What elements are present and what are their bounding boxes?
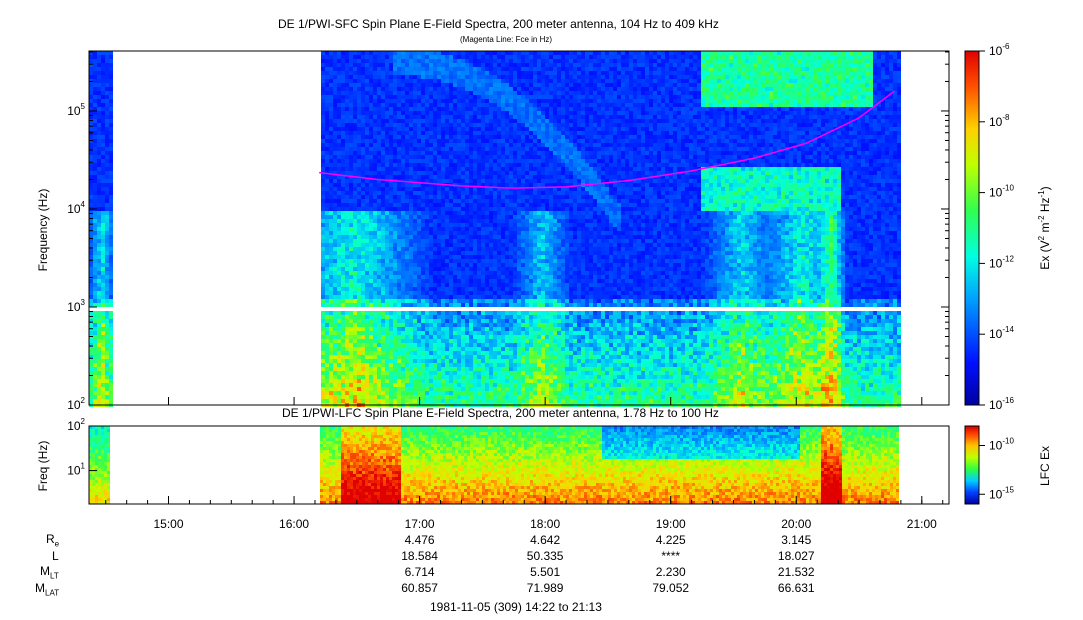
colorbar-tick-label: 10-15	[989, 485, 1014, 501]
ephemeris-value: 4.642	[530, 533, 561, 547]
lfc-ytick-label: 101	[67, 462, 85, 478]
sfc-frame	[88, 50, 950, 406]
ephemeris-value: 3.145	[781, 533, 812, 547]
sfc-ytick-label: 104	[67, 200, 85, 216]
colorbar-tick-label: 10-10	[989, 184, 1014, 200]
sfc-ytick-label: 102	[67, 396, 85, 412]
xtick-label: 17:00	[405, 517, 435, 531]
sfc-spectrogram-cells	[89, 51, 901, 407]
colorbar-tick-label: 10-8	[989, 113, 1010, 129]
time-axis-ticks: 15:00 16:00 17:00 18:00 19:00 20:00 21:00	[105, 397, 944, 531]
lfc-colorbar: 10-10 10-15	[964, 425, 1014, 505]
ephemeris-value: 79.052	[652, 581, 690, 595]
ephemeris-value: 6.714	[404, 565, 435, 579]
ephemeris-value: 60.857	[401, 581, 438, 595]
ephemeris-value: 5.501	[530, 565, 561, 579]
ephemeris-value: 66.631	[777, 581, 815, 595]
lfc-ylabel: Freq (Hz)	[36, 441, 50, 492]
sfc-spectrogram-panel: 102 103 104 105	[67, 50, 950, 412]
sfc-colorbar: 10-6 10-8 10-10 10-12 10-14 10-16	[964, 42, 1014, 412]
lfc-frame	[88, 425, 950, 505]
xtick-label: 15:00	[153, 517, 183, 531]
ephem-label-mlt: MLT	[40, 564, 59, 581]
xtick-label: 19:00	[656, 517, 686, 531]
cb-label-base: Ex (V	[1038, 240, 1052, 269]
xtick-label: 18:00	[530, 517, 560, 531]
lfc-title: DE 1/PWI-LFC Spin Plane E-Field Spectra,…	[282, 406, 719, 420]
colorbar-tick-label: 10-12	[989, 254, 1014, 270]
fce-line	[319, 90, 896, 189]
lfc-spectrogram-panel: 101 102 15:00 16:00 17:00 18:00 19:00 20:00 21:…	[67, 397, 950, 531]
ephemeris-value: 4.476	[404, 533, 435, 547]
xtick-label: 21:00	[907, 517, 937, 531]
ephem-label-l: L	[52, 549, 59, 563]
xtick-label: 20:00	[781, 517, 811, 531]
footer-time-range: 1981-11-05 (309) 14:22 to 21:13	[430, 600, 602, 614]
ephemeris-value: 71.989	[526, 581, 564, 595]
sfc-subtitle: (Magenta Line: Fce in Hz)	[460, 35, 553, 44]
colorbar-tick-label: 10-6	[989, 42, 1010, 58]
sfc-colorbar-label: Ex (V2 m-2 Hz-1)	[1037, 186, 1052, 269]
lfc-colorbar-label: LFC Ex	[1038, 446, 1052, 486]
sfc-ytick-label: 105	[67, 102, 85, 118]
colorbar-tick-label: 10-14	[989, 325, 1014, 341]
lfc-y-ticks: 101 102	[67, 417, 97, 478]
ephemeris-value: 2.230	[655, 565, 686, 579]
sfc-ylabel: Frequency (Hz)	[36, 189, 50, 272]
ephemeris-value: 4.225	[655, 533, 686, 547]
ephemeris-value: 18.027	[777, 549, 815, 563]
colorbar-tick-label: 10-10	[989, 437, 1014, 453]
ephem-label-re: Re	[46, 532, 60, 549]
sfc-title: DE 1/PWI-SFC Spin Plane E-Field Spectra,…	[278, 17, 719, 31]
sfc-y-ticks: 102 103 104 105	[67, 51, 949, 412]
lfc-spectrogram-cells	[89, 426, 899, 504]
ephemeris-value: 50.335	[526, 549, 564, 563]
sfc-ytick-label: 103	[67, 298, 85, 314]
xtick-label: 16:00	[279, 517, 309, 531]
lfc-ytick-label: 102	[67, 417, 85, 433]
ephemeris-value: 21.532	[777, 565, 815, 579]
colorbar-tick-label: 10-16	[989, 396, 1014, 412]
ephemeris-value: 18.584	[401, 549, 438, 563]
ephem-label-mlat: MLAT	[35, 581, 60, 598]
ephemeris-value: ****	[661, 549, 681, 563]
